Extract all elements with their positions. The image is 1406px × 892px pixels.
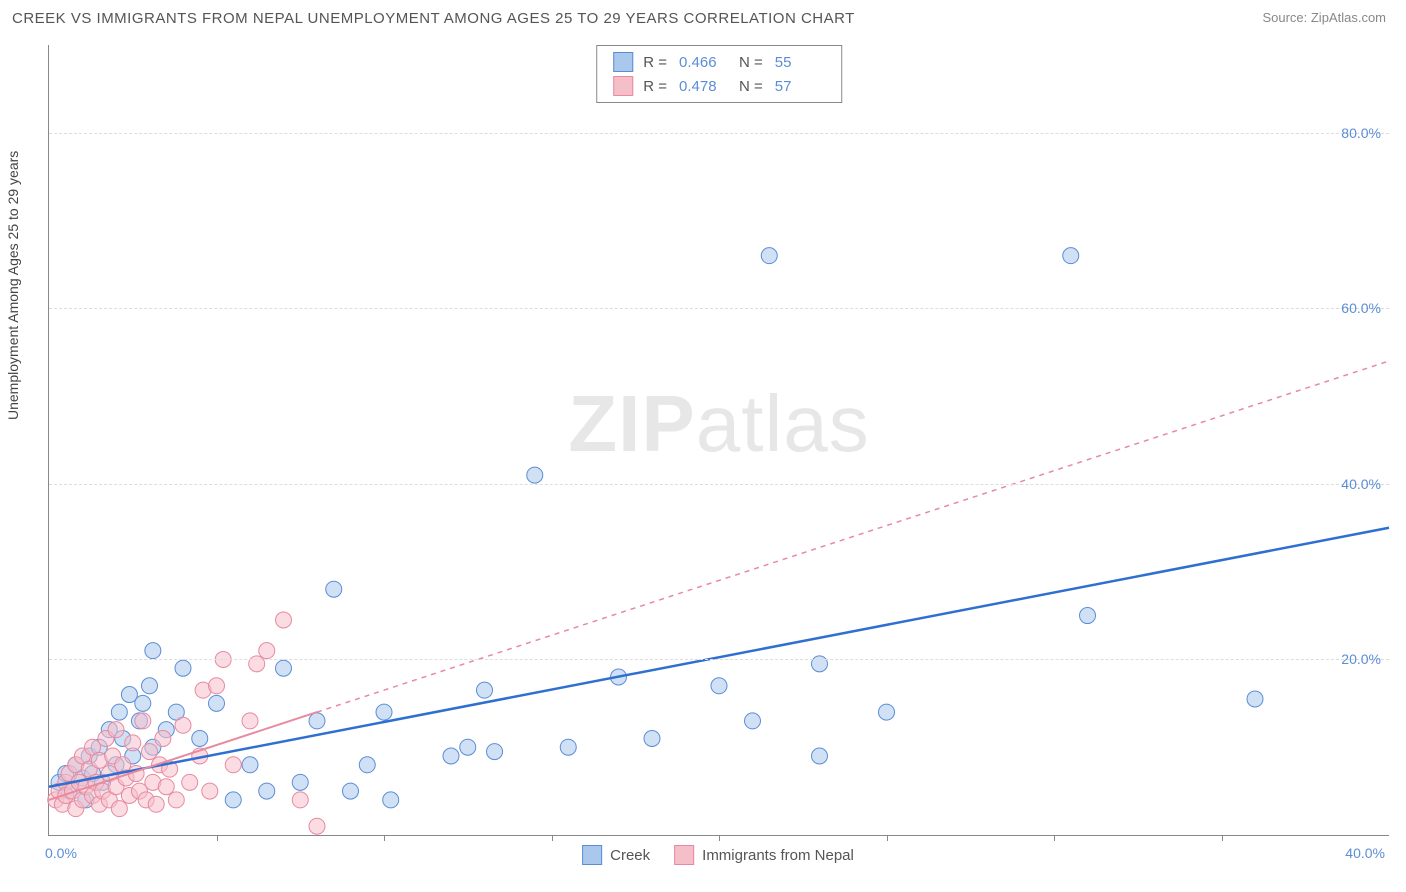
chart-title: CREEK VS IMMIGRANTS FROM NEPAL UNEMPLOYM… xyxy=(12,10,855,27)
data-point xyxy=(209,678,225,694)
data-point xyxy=(711,678,727,694)
data-point xyxy=(343,783,359,799)
legend-r-value: 0.466 xyxy=(679,54,729,71)
data-point xyxy=(259,783,275,799)
data-point xyxy=(225,757,241,773)
data-point xyxy=(761,248,777,264)
chart-svg xyxy=(49,45,1389,835)
legend-n-label: N = xyxy=(739,54,763,71)
x-tick xyxy=(1222,835,1223,841)
x-tick-max: 40.0% xyxy=(1345,845,1385,861)
data-point xyxy=(125,735,141,751)
data-point xyxy=(443,748,459,764)
legend-r-value: 0.478 xyxy=(679,78,729,95)
data-point xyxy=(326,581,342,597)
data-point xyxy=(242,713,258,729)
data-point xyxy=(276,660,292,676)
x-tick xyxy=(384,835,385,841)
source-label: Source: ZipAtlas.com xyxy=(1262,10,1386,25)
data-point xyxy=(259,643,275,659)
data-point xyxy=(145,643,161,659)
data-point xyxy=(202,783,218,799)
legend-swatch xyxy=(613,52,633,72)
legend-series-item: Creek xyxy=(582,845,650,865)
legend-swatch xyxy=(613,76,633,96)
x-tick xyxy=(217,835,218,841)
legend-n-value: 57 xyxy=(775,78,825,95)
data-point xyxy=(182,774,198,790)
data-point xyxy=(225,792,241,808)
data-point xyxy=(158,779,174,795)
data-point xyxy=(309,818,325,834)
legend-r-label: R = xyxy=(643,54,667,71)
plot-container: ZIPatlas R =0.466 N =55 R =0.478 N =57 0… xyxy=(48,45,1388,835)
data-point xyxy=(111,704,127,720)
data-point xyxy=(376,704,392,720)
data-point xyxy=(175,717,191,733)
data-point xyxy=(560,739,576,755)
data-point xyxy=(383,792,399,808)
x-tick xyxy=(552,835,553,841)
data-point xyxy=(142,744,158,760)
data-point xyxy=(135,713,151,729)
data-point xyxy=(242,757,258,773)
legend-r-label: R = xyxy=(643,78,667,95)
data-point xyxy=(460,739,476,755)
data-point xyxy=(148,796,164,812)
plot-area: ZIPatlas R =0.466 N =55 R =0.478 N =57 0… xyxy=(48,45,1389,836)
legend-n-value: 55 xyxy=(775,54,825,71)
grid-line xyxy=(49,133,1389,134)
data-point xyxy=(879,704,895,720)
data-point xyxy=(812,656,828,672)
data-point xyxy=(249,656,265,672)
legend-series-label: Immigrants from Nepal xyxy=(702,847,854,864)
data-point xyxy=(135,695,151,711)
data-point xyxy=(812,748,828,764)
data-point xyxy=(168,792,184,808)
legend-swatch xyxy=(674,845,694,865)
legend-n-label: N = xyxy=(739,78,763,95)
data-point xyxy=(1247,691,1263,707)
x-tick-min: 0.0% xyxy=(45,845,77,861)
data-point xyxy=(644,730,660,746)
grid-line xyxy=(49,659,1389,660)
data-point xyxy=(477,682,493,698)
data-point xyxy=(276,612,292,628)
x-tick xyxy=(719,835,720,841)
x-tick xyxy=(887,835,888,841)
legend-correlation-row: R = 0.478 N = 57 xyxy=(597,74,841,98)
legend-correlation: R = 0.466 N = 55 R = 0.478 N = 57 xyxy=(596,45,842,103)
data-point xyxy=(309,713,325,729)
legend-correlation-row: R = 0.466 N = 55 xyxy=(597,50,841,74)
data-point xyxy=(111,801,127,817)
legend-series-item: Immigrants from Nepal xyxy=(674,845,854,865)
y-tick-label: 60.0% xyxy=(1341,300,1381,316)
legend-series-label: Creek xyxy=(610,847,650,864)
y-tick-label: 20.0% xyxy=(1341,651,1381,667)
legend-series: Creek Immigrants from Nepal xyxy=(582,845,854,865)
legend-swatch xyxy=(582,845,602,865)
data-point xyxy=(487,744,503,760)
y-tick-label: 80.0% xyxy=(1341,125,1381,141)
grid-line xyxy=(49,308,1389,309)
data-point xyxy=(527,467,543,483)
y-tick-label: 40.0% xyxy=(1341,476,1381,492)
data-point xyxy=(292,774,308,790)
data-point xyxy=(1063,248,1079,264)
data-point xyxy=(1080,608,1096,624)
trend-line xyxy=(49,528,1389,787)
data-point xyxy=(175,660,191,676)
grid-line xyxy=(49,484,1389,485)
y-axis-label: Unemployment Among Ages 25 to 29 years xyxy=(5,151,21,420)
data-point xyxy=(192,730,208,746)
data-point xyxy=(745,713,761,729)
data-point xyxy=(142,678,158,694)
data-point xyxy=(359,757,375,773)
x-tick xyxy=(1054,835,1055,841)
data-point xyxy=(108,722,124,738)
data-point xyxy=(209,695,225,711)
data-point xyxy=(292,792,308,808)
data-point xyxy=(155,730,171,746)
